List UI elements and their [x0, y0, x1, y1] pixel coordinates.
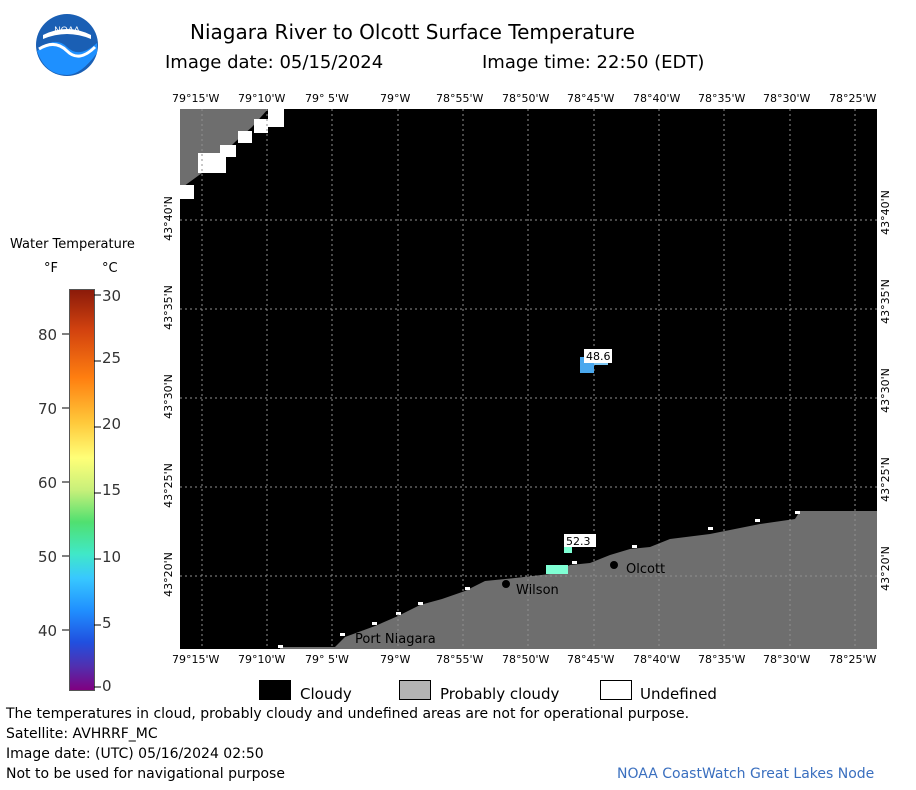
olcott-marker: [610, 561, 618, 569]
noaa-logo-text: NOAA: [54, 25, 80, 35]
lon-tick: 78°45'W: [567, 653, 615, 666]
lon-tick: 78°25'W: [829, 92, 877, 105]
nearshore-temp-label: 52.3: [566, 535, 591, 548]
c-tick: 15: [102, 481, 122, 499]
wilson-marker: [502, 580, 510, 588]
colorbar-title: Water Temperature: [10, 237, 135, 252]
legend-cloudy-swatch: [259, 680, 291, 700]
legend-undefined-label: Undefined: [640, 685, 717, 703]
f-tick: 40: [38, 622, 58, 640]
page-title: Niagara River to Olcott Surface Temperat…: [190, 20, 635, 44]
offshore-temp-label-bg: [584, 349, 612, 363]
footer-satellite: Satellite: AVHRRF_MC: [6, 726, 158, 742]
f-tick: 70: [38, 400, 58, 418]
lon-tick: 79°W: [380, 92, 411, 105]
graticule: [180, 109, 877, 649]
c-tick: 30: [102, 287, 122, 305]
olcott-label: Olcott: [626, 562, 665, 577]
lon-tick: 78°45'W: [567, 92, 615, 105]
lon-tick: 78°40'W: [633, 653, 681, 666]
lon-tick: 78°50'W: [502, 92, 550, 105]
f-tick: 60: [38, 474, 58, 492]
c-tick: 20: [102, 415, 122, 433]
undefined-shore: [278, 511, 800, 648]
lat-tick: 43°30'N: [878, 368, 892, 413]
footer-note: The temperatures in cloud, probably clou…: [6, 706, 690, 722]
lon-tick: 79° 5'W: [305, 92, 349, 105]
lon-tick: 79°10'W: [238, 653, 286, 666]
nearshore-temp-label-bg: [564, 534, 596, 547]
lon-tick: 79°10'W: [238, 92, 286, 105]
legend-probably-cloudy-label: Probably cloudy: [440, 685, 560, 703]
colorbar-unit-c: °C: [102, 261, 118, 276]
undefined-area: [180, 109, 284, 199]
lat-tick: 43°35'N: [161, 285, 175, 330]
lon-tick: 79°W: [380, 653, 411, 666]
f-tick: 80: [38, 326, 58, 344]
legend-undefined-swatch: [600, 680, 632, 700]
lon-tick: 78°55'W: [436, 92, 484, 105]
lat-tick: 43°25'N: [878, 457, 892, 502]
lon-tick: 78°35'W: [698, 653, 746, 666]
legend-cloudy-label: Cloudy: [300, 685, 352, 703]
footer-nav-warning: Not to be used for navigational purpose: [6, 766, 285, 782]
c-tick: 0: [102, 677, 112, 695]
c-tick: 25: [102, 349, 122, 367]
c-tick: 10: [102, 548, 122, 566]
image-date: Image date: 05/15/2024: [165, 52, 384, 73]
nearshore-water-pixel-2: [546, 565, 568, 574]
image-time: Image time: 22:50 (EDT): [482, 52, 705, 73]
colorbar-unit-f: °F: [44, 261, 58, 276]
lat-tick: 43°25'N: [161, 463, 175, 508]
lon-tick: 78°30'W: [763, 92, 811, 105]
us-land: [280, 511, 877, 649]
colorbar-ticks: [62, 294, 101, 688]
lat-tick: 43°30'N: [161, 374, 175, 419]
lon-tick: 78°25'W: [829, 653, 877, 666]
lon-tick: 78°35'W: [698, 92, 746, 105]
footer-utc-date: Image date: (UTC) 05/16/2024 02:50: [6, 746, 264, 762]
lon-tick: 78°50'W: [502, 653, 550, 666]
map-panel: 48.6 52.3 Wilson Olcott Port Niagara: [180, 109, 877, 649]
colorbar-gradient: [69, 289, 95, 691]
lat-tick: 43°35'N: [878, 279, 892, 324]
lon-tick: 78°55'W: [436, 653, 484, 666]
footer-credit-link[interactable]: NOAA CoastWatch Great Lakes Node: [617, 766, 875, 782]
port-niagara-label: Port Niagara: [355, 632, 436, 647]
lat-tick: 43°20'N: [878, 546, 892, 591]
legend-probably-cloudy-swatch: [399, 680, 431, 700]
wilson-label: Wilson: [516, 583, 559, 598]
offshore-temp-label: 48.6: [586, 350, 611, 363]
c-tick: 5: [102, 614, 112, 632]
lon-tick: 79° 5'W: [305, 653, 349, 666]
lat-tick: 43°40'N: [878, 190, 892, 235]
lat-tick: 43°20'N: [161, 552, 175, 597]
lon-tick: 79°15'W: [172, 92, 220, 105]
f-tick: 50: [38, 548, 58, 566]
lon-tick: 78°40'W: [633, 92, 681, 105]
lon-tick: 78°30'W: [763, 653, 811, 666]
lon-tick: 79°15'W: [172, 653, 220, 666]
noaa-logo: NOAA: [36, 14, 98, 76]
lat-tick: 43°40'N: [161, 196, 175, 241]
